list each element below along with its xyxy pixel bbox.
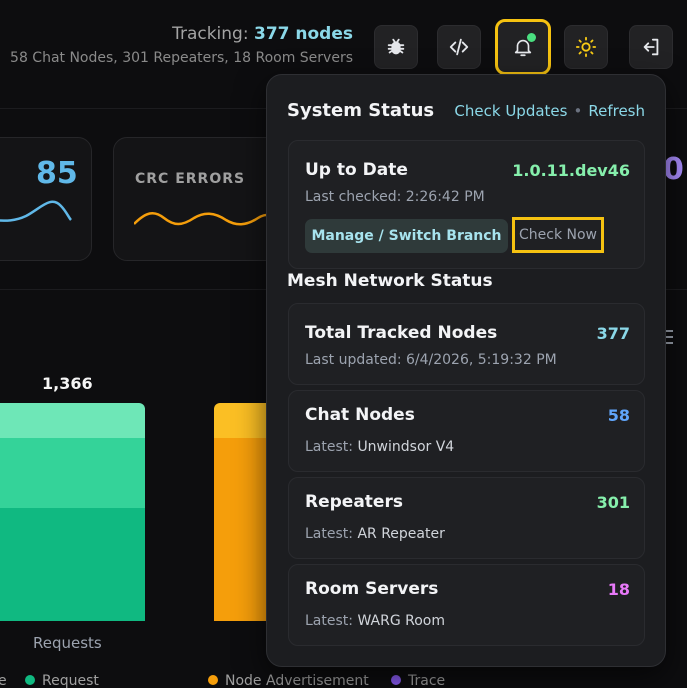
sun-icon [575, 36, 597, 58]
stat-card-left: 85 [0, 137, 92, 261]
code-button[interactable] [437, 25, 481, 69]
bar-data-label: 1,366 [42, 374, 93, 393]
room-servers-card: Room Servers 18 Latest: WARG Room [288, 564, 645, 646]
room-servers-count: 18 [607, 580, 630, 599]
logout-button[interactable] [629, 25, 673, 69]
legend-label: e [0, 673, 7, 688]
chat-nodes-count: 58 [607, 406, 630, 425]
repeaters-card: Repeaters 301 Latest: AR Repeater [288, 477, 645, 559]
latest-value: AR Repeater [357, 526, 445, 542]
notifications-button[interactable] [495, 19, 551, 75]
x-axis-label: Requests [33, 634, 102, 652]
bell-icon [514, 39, 532, 57]
legend-item-trace[interactable]: Trace [391, 673, 445, 688]
room-servers-title: Room Servers [305, 579, 439, 599]
latest-value: Unwindsor V4 [357, 439, 455, 455]
chat-nodes-latest: Latest: Unwindsor V4 [305, 439, 454, 455]
last-updated: Last updated: 6/4/2026, 5:19:32 PM [305, 352, 557, 368]
total-nodes-card: Total Tracked Nodes 377 Last updated: 6/… [288, 303, 645, 385]
last-checked: Last checked: 2:26:42 PM [305, 189, 485, 205]
repeaters-title: Repeaters [305, 492, 403, 512]
legend-item-request[interactable]: Request [25, 673, 99, 688]
repeaters-count: 301 [596, 493, 630, 512]
update-status: Up to Date [305, 160, 408, 180]
legend-label: Node Advertisement [225, 673, 369, 688]
latest-value: WARG Room [357, 613, 445, 629]
logout-icon [643, 38, 659, 56]
check-updates-link[interactable]: Check Updates [454, 102, 568, 120]
total-nodes-count: 377 [596, 324, 630, 343]
legend-label: Trace [408, 673, 446, 688]
total-nodes-title: Total Tracked Nodes [305, 323, 498, 343]
legend-dot [25, 675, 35, 685]
chat-nodes-title: Chat Nodes [305, 405, 415, 425]
legend-item-node-advertisement[interactable]: Node Advertisement [208, 673, 369, 688]
update-status-card: Up to Date 1.0.11.dev46 Last checked: 2:… [288, 140, 645, 269]
bug-icon [387, 38, 405, 55]
tracking-breakdown: 58 Chat Nodes, 301 Repeaters, 18 Room Se… [10, 50, 353, 66]
legend-dot [208, 675, 218, 685]
crc-sparkline [134, 211, 294, 226]
check-now-button[interactable]: Check Now [512, 217, 604, 253]
code-icon [449, 38, 469, 56]
refresh-link[interactable]: Refresh [588, 102, 645, 120]
crc-errors-label: CRC ERRORS [135, 171, 246, 187]
tracking-label: Tracking: [172, 24, 254, 44]
latest-label: Latest: [305, 613, 358, 629]
system-status-popup: System Status Check Updates • Refresh Up t… [266, 74, 666, 667]
manage-branch-button[interactable]: Manage / Switch Branch [305, 219, 508, 253]
version-number: 1.0.11.dev46 [512, 161, 630, 180]
theme-toggle-button[interactable] [564, 25, 608, 69]
bug-button[interactable] [374, 25, 418, 69]
chart-menu-icon[interactable] [663, 330, 673, 348]
popup-title: System Status [287, 100, 435, 121]
mesh-status-title: Mesh Network Status [287, 271, 493, 291]
stat-value-peek: 0 [663, 152, 684, 187]
stat-sparkline [0, 200, 72, 222]
tracking-line: Tracking: 377 nodes [10, 24, 353, 44]
notification-dot [527, 33, 536, 42]
room-servers-latest: Latest: WARG Room [305, 613, 445, 629]
repeaters-latest: Latest: AR Repeater [305, 526, 445, 542]
latest-label: Latest: [305, 439, 358, 455]
bar-node-advertisement [214, 403, 274, 621]
stat-value: 85 [36, 156, 78, 191]
tracking-count: 377 nodes [253, 24, 353, 44]
chat-nodes-card: Chat Nodes 58 Latest: Unwindsor V4 [288, 390, 645, 472]
legend-label: Request [42, 673, 99, 688]
bar-requests [0, 403, 145, 621]
legend-dot [391, 675, 401, 685]
tracking-summary: Tracking: 377 nodes 58 Chat Nodes, 301 R… [10, 24, 353, 66]
latest-label: Latest: [305, 526, 358, 542]
popup-actions: Check Updates • Refresh [454, 102, 645, 120]
legend-item-partial[interactable]: e [0, 673, 7, 688]
actions-separator: • [573, 102, 583, 120]
